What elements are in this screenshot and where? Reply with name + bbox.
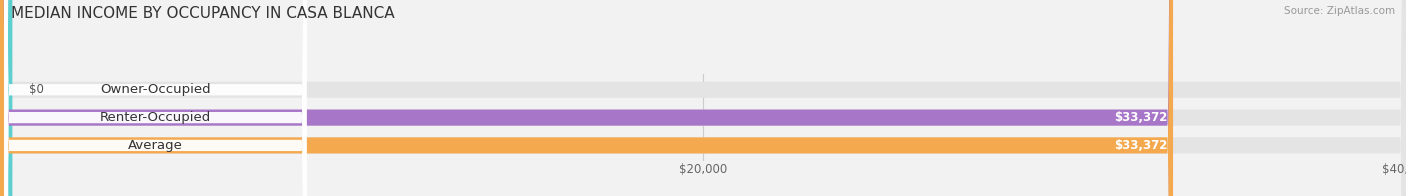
FancyBboxPatch shape <box>0 0 1173 196</box>
Text: $0: $0 <box>30 83 44 96</box>
FancyBboxPatch shape <box>4 0 307 196</box>
Text: $33,372: $33,372 <box>1114 111 1167 124</box>
Text: Source: ZipAtlas.com: Source: ZipAtlas.com <box>1284 6 1395 16</box>
FancyBboxPatch shape <box>4 0 307 196</box>
FancyBboxPatch shape <box>0 0 1173 196</box>
FancyBboxPatch shape <box>4 0 307 196</box>
Text: MEDIAN INCOME BY OCCUPANCY IN CASA BLANCA: MEDIAN INCOME BY OCCUPANCY IN CASA BLANC… <box>11 6 395 21</box>
Text: Renter-Occupied: Renter-Occupied <box>100 111 211 124</box>
Text: Average: Average <box>128 139 183 152</box>
Text: Owner-Occupied: Owner-Occupied <box>100 83 211 96</box>
Text: $33,372: $33,372 <box>1114 139 1167 152</box>
FancyBboxPatch shape <box>0 0 13 196</box>
